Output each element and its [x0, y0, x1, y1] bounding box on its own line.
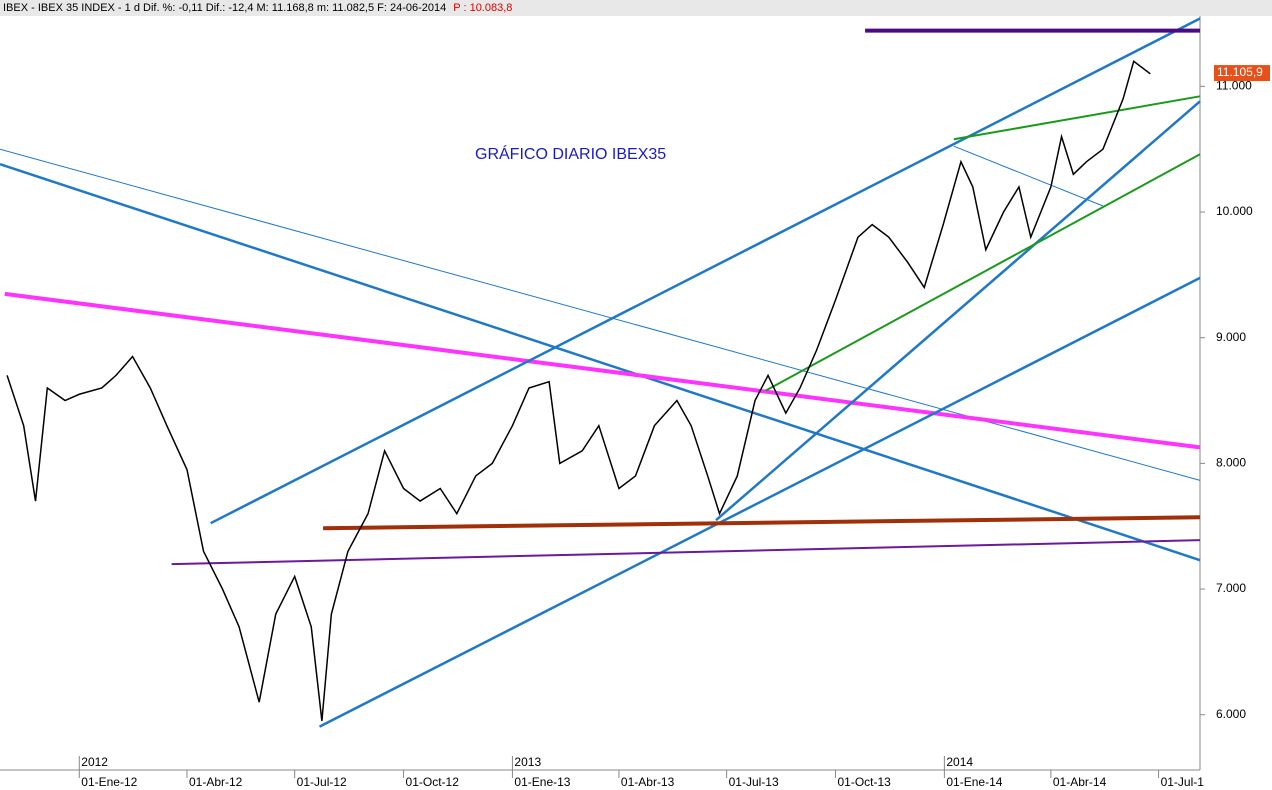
x-tick-label: 01-Jul-12: [297, 775, 347, 789]
last-price-label: 11.105,9: [1217, 65, 1263, 79]
header-price: P : 10.083,8: [453, 2, 512, 14]
trendline: [953, 95, 1201, 141]
trendline: [323, 515, 1201, 531]
x-tick-label: 01-Ene-14: [946, 775, 1002, 789]
header-text: IBEX - IBEX 35 INDEX - 1 d Dif. %: -0,11…: [3, 2, 446, 14]
last-price-tag: [1214, 65, 1270, 82]
y-tick-label: 8.000: [1216, 456, 1246, 470]
annotation: GRÁFICO DIARIO IBEX35: [475, 144, 666, 163]
trendline: [0, 148, 1201, 481]
x-tick-label: 01-Abr-12: [189, 775, 243, 789]
x-tick-label: 01-Abr-13: [621, 775, 675, 789]
trendline: [715, 100, 1201, 522]
trendline: [765, 153, 1201, 392]
y-tick-label: 7.000: [1216, 581, 1246, 595]
x-tick-label: 01-Ene-12: [81, 775, 137, 789]
header-bar: [0, 0, 1272, 16]
y-tick-label: 9.000: [1216, 330, 1246, 344]
x-tick-label: 01-Abr-14: [1053, 775, 1107, 789]
year-label: 2012: [81, 755, 108, 769]
plot: [0, 17, 1201, 728]
y-tick-label: 10.000: [1216, 204, 1253, 218]
x-tick-label: 01-Jul-13: [729, 775, 779, 789]
price-line: [6, 59, 1151, 722]
trendline: [4, 291, 1201, 450]
y-tick-label: 11.000: [1216, 79, 1252, 93]
x-tick-label: 01-Jul-1: [1161, 775, 1205, 789]
trendline: [171, 539, 1201, 566]
trendline: [210, 17, 1201, 525]
x-tick-label: 01-Oct-12: [406, 775, 460, 789]
trendline: [318, 276, 1201, 728]
trendline: [953, 145, 1104, 207]
year-label: 2013: [514, 755, 541, 769]
year-label: 2014: [946, 755, 973, 769]
x-tick-label: 01-Oct-13: [838, 775, 892, 789]
trendline: [0, 162, 1201, 562]
x-tick-label: 01-Ene-13: [514, 775, 570, 789]
y-tick-label: 6.000: [1216, 707, 1246, 721]
